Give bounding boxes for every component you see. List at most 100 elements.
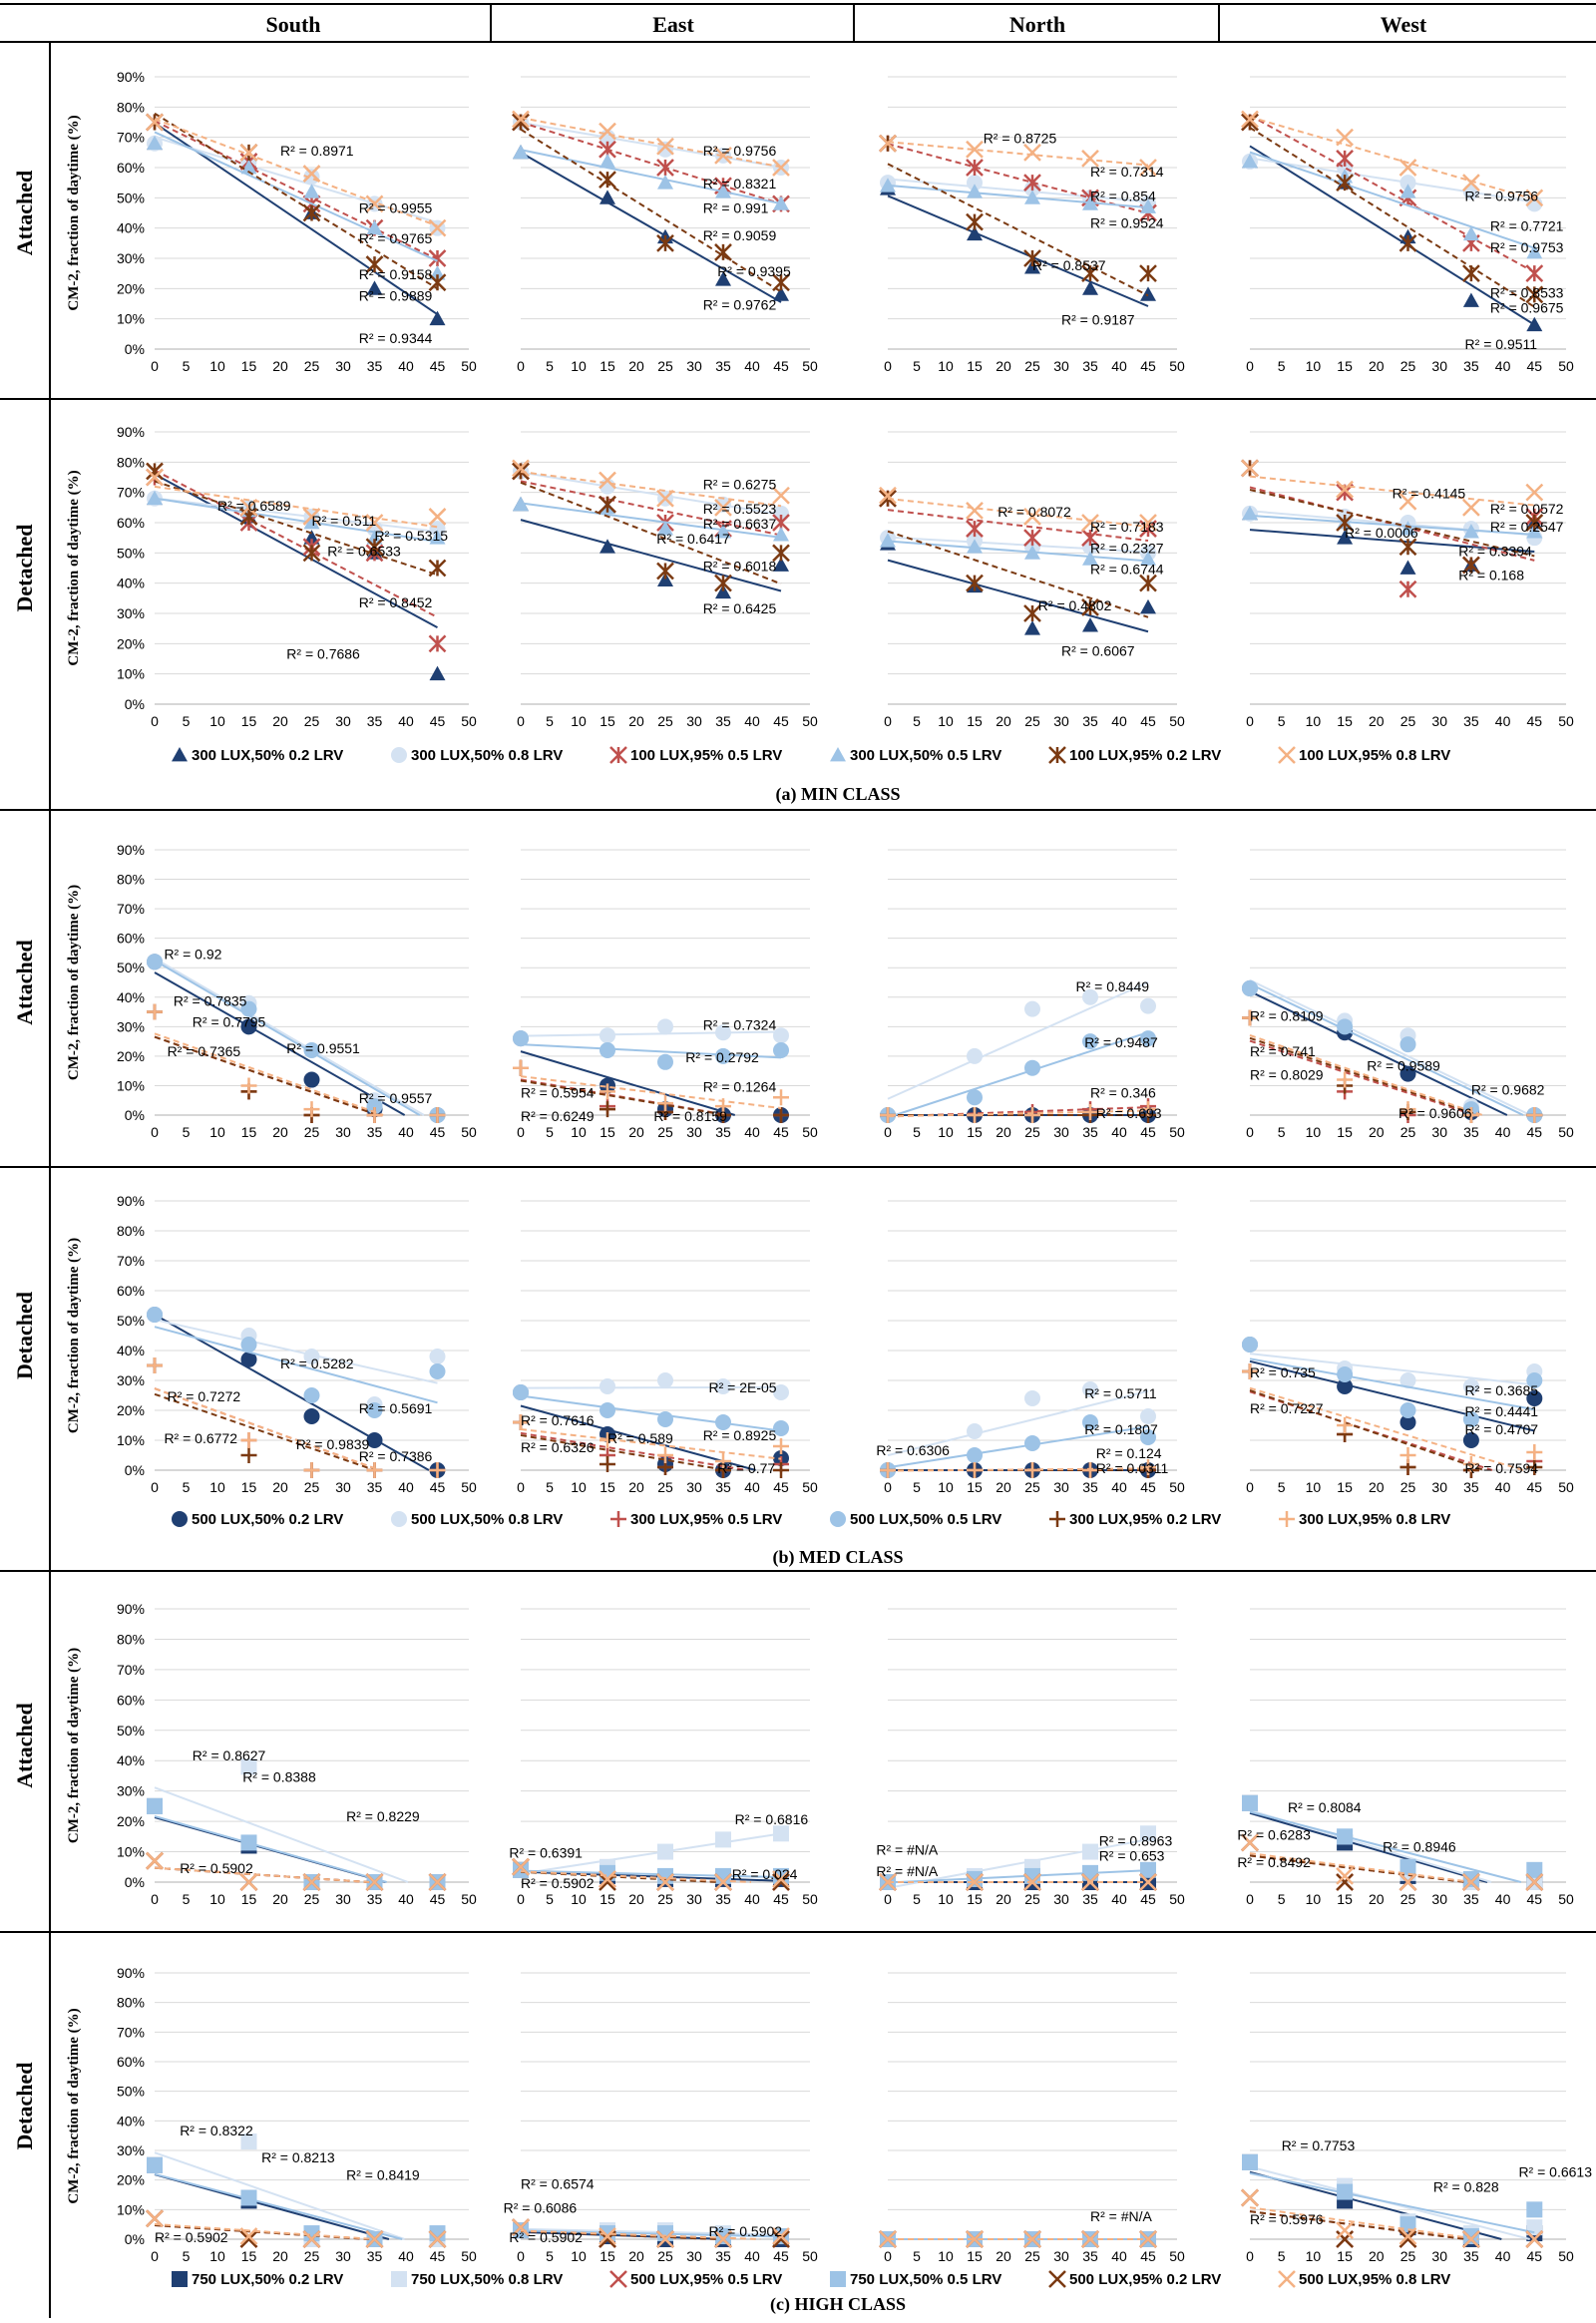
trendline: [154, 2222, 375, 2240]
data-point: [715, 1414, 731, 1430]
y-tick-label: 10%: [117, 1432, 145, 1448]
data-point: [240, 1758, 257, 1775]
data-point: [1082, 280, 1098, 295]
data-point: [303, 515, 320, 530]
data-point: [366, 1462, 383, 1478]
x-tick-label: 50: [802, 713, 818, 729]
x-tick-label: 40: [744, 358, 760, 374]
data-point: [240, 2189, 257, 2206]
data-point: [657, 1372, 673, 1388]
data-point: [772, 2230, 790, 2248]
y-tick-label: 40%: [117, 1343, 145, 1358]
data-point: [1525, 1873, 1544, 1891]
data-point: [966, 1873, 984, 1891]
data-point: [1023, 1873, 1041, 1891]
trendline: [1249, 1359, 1535, 1432]
x-tick-label: 25: [657, 1479, 673, 1495]
x-tick-label: 5: [546, 1479, 554, 1495]
trendline: [520, 1427, 782, 1460]
legend-label: 100 LUX,95% 0.8 LRV: [1299, 747, 1450, 764]
data-point: [656, 233, 674, 252]
r-squared-label: R² = 0.92: [164, 946, 221, 962]
data-point: [773, 1107, 789, 1123]
x-tick-label: 40: [1111, 2248, 1127, 2264]
data-point: [1462, 264, 1480, 283]
x-tick-label: 25: [1024, 713, 1040, 729]
data-point: [1462, 1870, 1479, 1887]
data-point: [428, 1873, 447, 1891]
data-point: [1140, 598, 1156, 614]
data-point: [1081, 598, 1099, 616]
x-tick-label: 30: [1053, 1891, 1069, 1907]
data-point: [657, 1843, 673, 1860]
data-point: [599, 1432, 615, 1448]
x-tick-label: 30: [686, 1479, 702, 1495]
trendline: [1249, 157, 1535, 203]
data-point: [366, 1107, 383, 1123]
data-point: [1399, 560, 1416, 575]
x-tick-label: 5: [546, 1891, 554, 1907]
y-tick-label: 70%: [117, 901, 145, 917]
x-tick-label: 40: [1495, 1479, 1511, 1495]
data-point: [1337, 2183, 1354, 2200]
data-point: [147, 135, 163, 151]
data-point: [880, 178, 896, 193]
r-squared-label: R² = 0.8159: [653, 1108, 727, 1124]
data-point: [1399, 1101, 1416, 1118]
data-point: [967, 1462, 983, 1478]
y-tick-label: 50%: [117, 2084, 145, 2100]
data-point: [772, 2227, 790, 2245]
legend-item: 300 LUX,50% 0.8 LRV: [391, 747, 563, 764]
x-tick-label: 0: [517, 1124, 525, 1140]
x-tick-label: 25: [1400, 358, 1416, 374]
x-tick-label: 20: [628, 358, 644, 374]
y-tick-label: 80%: [117, 1995, 145, 2011]
x-tick-label: 40: [1111, 1479, 1127, 1495]
x-tick-label: 30: [686, 358, 702, 374]
data-point: [366, 1432, 383, 1448]
r-squared-label: R² = 0.9589: [1367, 1058, 1440, 1074]
r-squared-label: R² = 0.6637: [703, 516, 777, 532]
x-tick-label: 15: [967, 2248, 983, 2264]
trendline: [520, 1869, 782, 1879]
r-squared-label: R² = 0.9557: [359, 1090, 433, 1106]
data-point: [240, 1447, 257, 1463]
trendline: [887, 1425, 1149, 1469]
r-squared-label: R² = 0.6744: [1090, 562, 1164, 578]
data-point: [146, 113, 164, 132]
data-point: [147, 2156, 163, 2173]
data-point: [1024, 545, 1040, 560]
data-point: [609, 746, 627, 764]
x-tick-label: 10: [571, 358, 587, 374]
x-tick-label: 15: [599, 358, 615, 374]
x-tick-label: 20: [1369, 358, 1385, 374]
x-tick-label: 40: [1495, 1124, 1511, 1140]
data-point: [1082, 551, 1098, 566]
legend-label: 300 LUX,95% 0.5 LRV: [630, 1511, 782, 1528]
r-squared-label: R² = 0.9889: [359, 287, 433, 303]
r-squared-label: R² = 0.168: [1458, 568, 1524, 583]
x-tick-label: 10: [1306, 2248, 1322, 2264]
data-point: [967, 1047, 983, 1064]
x-tick-label: 15: [241, 1479, 257, 1495]
x-tick-label: 30: [686, 1124, 702, 1140]
data-point: [1462, 225, 1479, 241]
r-squared-label: R² = 0.9756: [703, 143, 777, 159]
legend-item: 500 LUX,50% 0.5 LRV: [830, 1511, 1001, 1528]
r-squared-label: R² = 0.0006: [1345, 525, 1418, 541]
row-label: Detached: [12, 1292, 37, 1379]
data-point: [1336, 514, 1354, 532]
x-tick-label: 50: [802, 2248, 818, 2264]
data-point: [715, 496, 731, 513]
x-tick-label: 30: [335, 1124, 351, 1140]
x-tick-label: 25: [1400, 1124, 1416, 1140]
data-point: [147, 1307, 163, 1323]
x-tick-label: 20: [628, 2248, 644, 2264]
x-tick-label: 5: [183, 713, 191, 729]
r-squared-label: R² = 0.9511: [1465, 336, 1538, 352]
data-point: [365, 514, 384, 532]
r-squared-label: R² = 0.5523: [703, 501, 777, 517]
data-point: [391, 747, 407, 763]
data-point: [830, 747, 846, 762]
